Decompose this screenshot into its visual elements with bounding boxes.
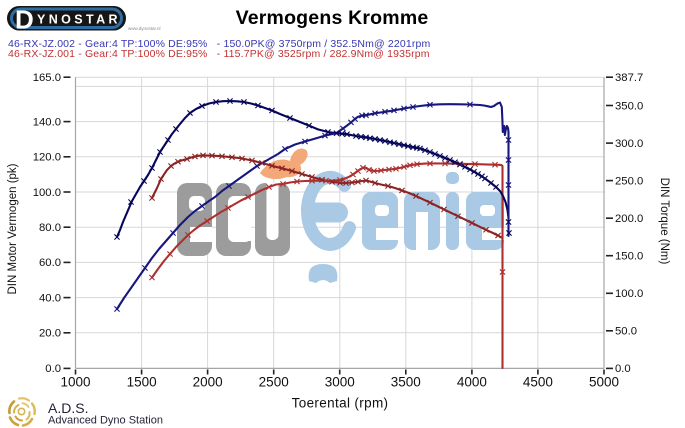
svg-text:D: D — [15, 5, 34, 35]
svg-text:46-RX-JZ.001 - Gear:4 TP:100%: 46-RX-JZ.001 - Gear:4 TP:100% DE:95% - 1… — [8, 48, 430, 60]
svg-text:300.0: 300.0 — [615, 138, 643, 150]
svg-text:46-RX-JZ.002 - Gear:4 TP:100%: 46-RX-JZ.002 - Gear:4 TP:100% DE:95% - 1… — [8, 38, 430, 50]
svg-text:Vermogens Kromme: Vermogens Kromme — [236, 7, 429, 29]
svg-text:3500: 3500 — [391, 375, 421, 390]
svg-text:2500: 2500 — [259, 375, 289, 390]
svg-text:1500: 1500 — [127, 375, 157, 390]
svg-text:www.dynostar.nl: www.dynostar.nl — [128, 26, 161, 31]
svg-text:DIN Torque (Nm): DIN Torque (Nm) — [658, 178, 670, 265]
svg-text:Advanced Dyno Station: Advanced Dyno Station — [48, 415, 163, 427]
svg-text:140.0: 140.0 — [33, 116, 61, 128]
svg-text:250.0: 250.0 — [615, 175, 643, 187]
svg-text:150.0: 150.0 — [615, 251, 643, 263]
svg-text:40.0: 40.0 — [39, 292, 61, 304]
svg-text:DIN Motor Vermogen (pk): DIN Motor Vermogen (pk) — [7, 163, 19, 294]
svg-text:60.0: 60.0 — [39, 257, 61, 269]
svg-text:4500: 4500 — [523, 375, 553, 390]
svg-text:Toerental (rpm): Toerental (rpm) — [292, 396, 389, 411]
svg-text:100.0: 100.0 — [33, 187, 61, 199]
svg-text:350.0: 350.0 — [615, 100, 643, 112]
svg-text:50.0: 50.0 — [615, 326, 637, 338]
svg-text:200.0: 200.0 — [615, 213, 643, 225]
svg-text:3000: 3000 — [325, 375, 355, 390]
svg-text:2000: 2000 — [193, 375, 223, 390]
svg-text:165.0: 165.0 — [33, 72, 61, 84]
svg-text:387.7: 387.7 — [615, 72, 643, 84]
svg-text:4000: 4000 — [457, 375, 487, 390]
svg-text:0.0: 0.0 — [615, 363, 631, 375]
svg-text:A.D.S.: A.D.S. — [48, 400, 88, 416]
svg-text:100.0: 100.0 — [615, 288, 643, 300]
svg-text:20.0: 20.0 — [39, 328, 61, 340]
svg-text:80.0: 80.0 — [39, 222, 61, 234]
svg-text:5000: 5000 — [589, 375, 619, 390]
svg-text:YNOSTAR: YNOSTAR — [37, 13, 121, 27]
svg-text:0.0: 0.0 — [45, 363, 61, 375]
svg-text:120.0: 120.0 — [33, 152, 61, 164]
svg-text:1000: 1000 — [60, 375, 90, 390]
